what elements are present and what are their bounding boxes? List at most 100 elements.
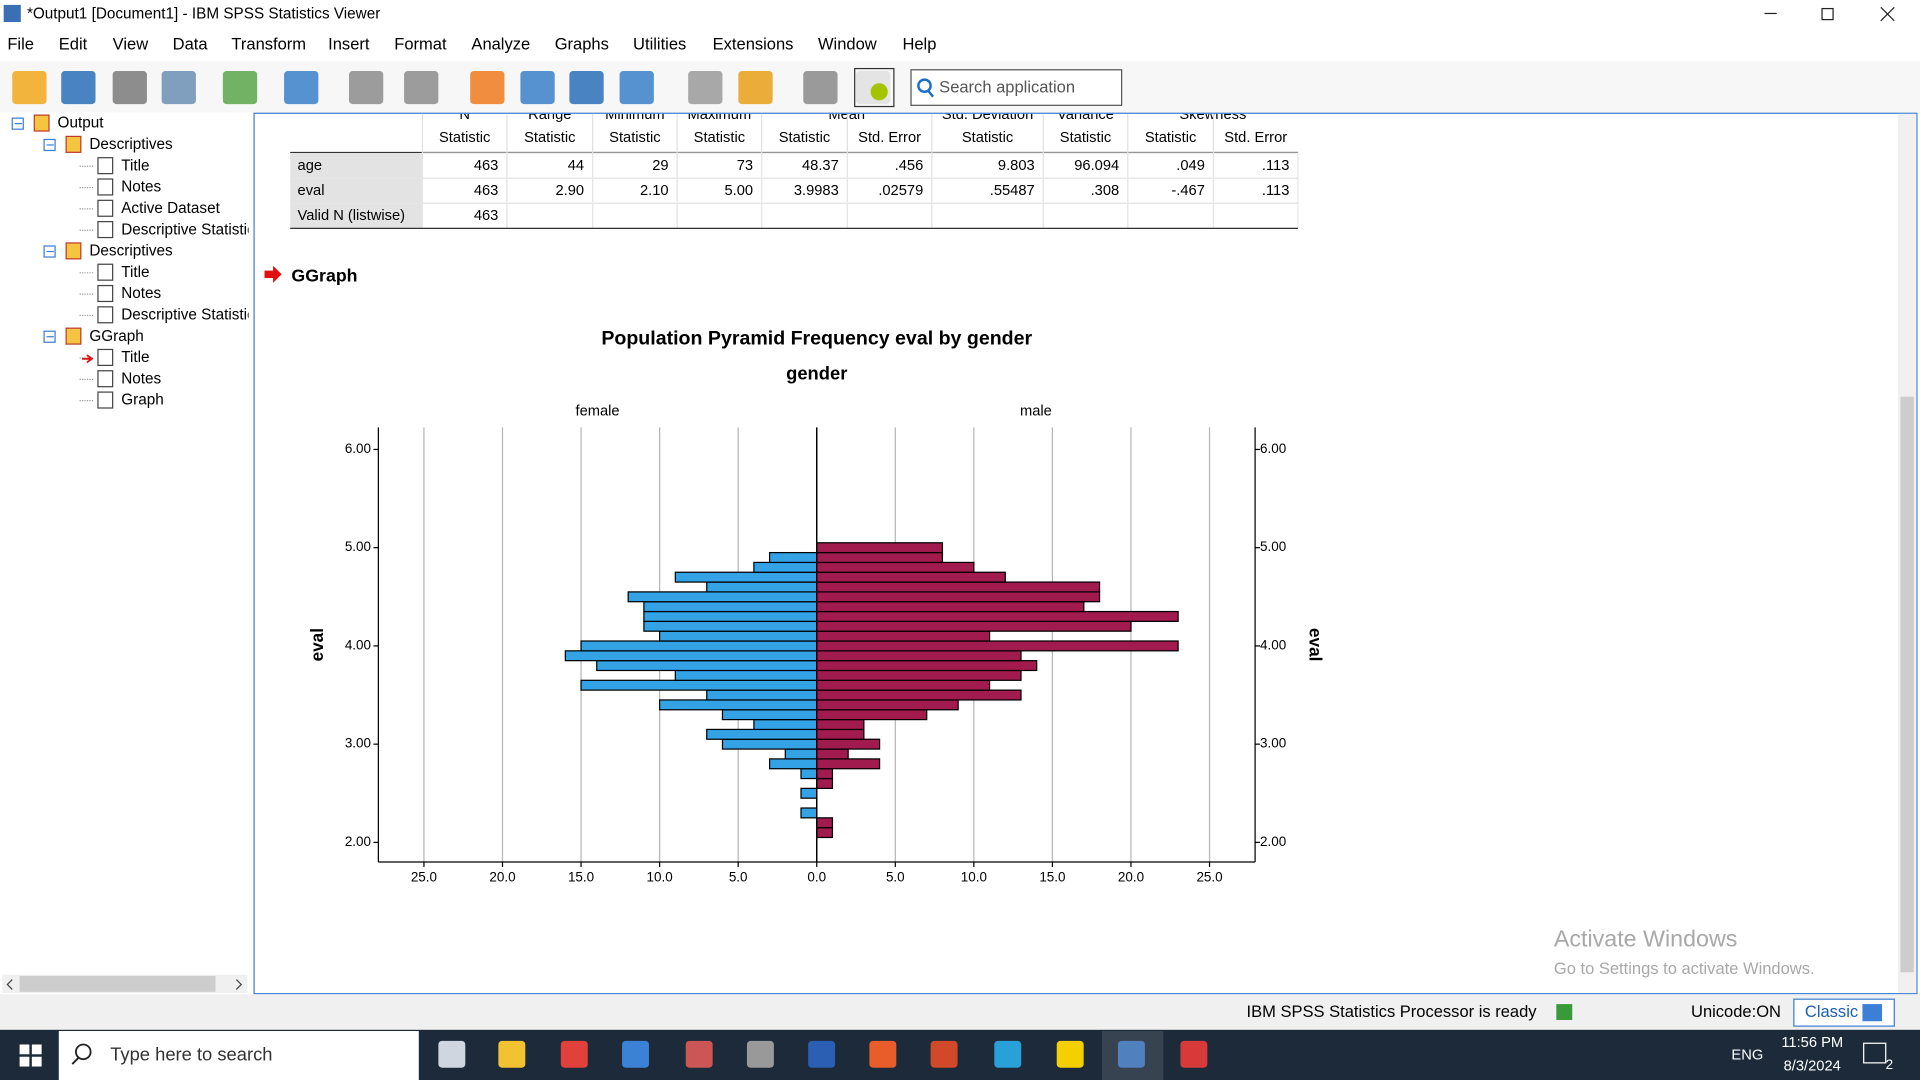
tree-node-label[interactable]: Notes — [121, 179, 161, 196]
toolbar-button[interactable] — [112, 71, 147, 105]
menu-item[interactable]: Edit — [59, 35, 88, 54]
chart-subtitle: gender — [786, 363, 847, 384]
tree-node-label[interactable]: Descriptive Statistics — [121, 221, 262, 238]
toolbar-button[interactable] — [569, 71, 604, 105]
tree-node-label[interactable]: Title — [121, 264, 149, 281]
taskbar-app[interactable] — [560, 1040, 588, 1068]
taskbar-app[interactable] — [746, 1040, 774, 1068]
taskbar-app[interactable] — [869, 1040, 897, 1068]
taskbar-app[interactable] — [622, 1040, 649, 1068]
y-tick-label: 3.00 — [1260, 736, 1286, 751]
close-button[interactable] — [1880, 6, 1895, 22]
bar — [816, 728, 865, 740]
panel-label: female — [576, 403, 620, 419]
menu-item[interactable]: View — [113, 35, 149, 54]
menu-item[interactable]: Insert — [328, 35, 370, 54]
bar — [816, 699, 959, 711]
start-button[interactable] — [19, 1044, 42, 1067]
search-box[interactable] — [910, 69, 1123, 106]
toolbar-button[interactable] — [803, 71, 838, 105]
taskbar-app[interactable] — [930, 1040, 958, 1068]
table-cell-value: .55487 — [990, 183, 1035, 199]
scroll-left-arrow — [6, 979, 13, 990]
restore-button[interactable] — [1821, 7, 1834, 21]
menu-bar — [0, 29, 1920, 62]
scroll-right-arrow — [235, 979, 243, 990]
tray-language: ENG — [1731, 1047, 1763, 1063]
bar — [706, 689, 818, 701]
tray-date: 8/3/2024 — [1784, 1058, 1841, 1074]
menu-item[interactable]: Help — [902, 35, 936, 54]
notification-icon[interactable] — [1863, 1042, 1887, 1064]
tree-node-label[interactable]: GGraph — [89, 328, 143, 345]
toolbar-button[interactable] — [619, 71, 654, 105]
taskbar-app[interactable] — [1056, 1040, 1084, 1068]
bar — [816, 748, 849, 760]
taskbar-app[interactable] — [994, 1040, 1022, 1068]
table-group-header: Maximum — [688, 107, 752, 123]
taskbar-search[interactable] — [58, 1031, 419, 1080]
taskbar-app[interactable] — [1117, 1040, 1145, 1068]
bar — [753, 561, 818, 573]
taskbar-app[interactable] — [498, 1040, 526, 1068]
toolbar-button[interactable] — [61, 71, 96, 105]
tree-node-label[interactable]: Graph — [121, 392, 164, 409]
taskbar-app[interactable] — [685, 1040, 713, 1068]
toolbar-button[interactable] — [161, 71, 196, 105]
toolbar-button[interactable] — [738, 71, 773, 105]
tree-page-icon — [97, 263, 114, 281]
tree-book-icon — [33, 114, 50, 132]
toolbar-button[interactable] — [520, 71, 555, 105]
menu-item[interactable]: File — [7, 35, 34, 54]
toolbar-button[interactable] — [284, 71, 319, 105]
taskbar-app[interactable] — [438, 1040, 466, 1068]
tree-node-label[interactable]: Descriptives — [89, 136, 173, 153]
toolbar-button[interactable] — [404, 71, 439, 105]
tree-node-label[interactable]: Active Dataset — [121, 200, 220, 217]
bar — [816, 718, 865, 731]
table-group-header: Range — [528, 107, 571, 123]
y-tick-label: 6.00 — [1260, 441, 1286, 456]
bar — [768, 758, 818, 770]
graph-heading: GGraph — [291, 265, 357, 285]
menu-item[interactable]: Data — [173, 35, 209, 54]
bar — [816, 660, 1038, 672]
tree-node-label[interactable]: Title — [121, 349, 149, 366]
menu-item[interactable]: Transform — [231, 35, 306, 54]
outline-scroll-thumb[interactable] — [19, 975, 216, 992]
toolbar-button[interactable] — [12, 71, 47, 105]
bar — [643, 601, 818, 613]
menu-item[interactable]: Graphs — [555, 35, 609, 54]
tree-node-label[interactable]: Descriptive Statistics — [121, 306, 262, 323]
menu-item[interactable]: Analyze — [471, 35, 530, 54]
bar — [816, 669, 1022, 681]
bar — [800, 787, 818, 799]
tree-node-label[interactable]: Notes — [121, 370, 161, 387]
bar — [816, 777, 834, 789]
status-unicode: Unicode:ON — [1691, 1002, 1781, 1021]
toolbar-button[interactable] — [348, 71, 384, 105]
tree-node-label[interactable]: Output — [58, 115, 105, 132]
content: N Range Minimum Maximum Mean Std. Deviation Va… — [264, 107, 1299, 285]
toolbar-button[interactable] — [688, 71, 723, 105]
bar — [768, 551, 818, 564]
tree-node-label[interactable]: Title — [121, 157, 149, 174]
taskbar-app[interactable] — [808, 1040, 836, 1068]
taskbar-app[interactable] — [1180, 1040, 1208, 1068]
menu-item[interactable]: Format — [394, 35, 447, 54]
notification-count: 2 — [1886, 1057, 1893, 1072]
menu-item[interactable]: Extensions — [713, 35, 794, 54]
tree-book-icon — [65, 327, 82, 345]
toolbar-button[interactable] — [470, 71, 505, 105]
menu-item[interactable]: Window — [818, 35, 877, 54]
bar — [674, 669, 818, 681]
menu-item[interactable]: Utilities — [633, 35, 686, 54]
table-group-header: Variance — [1057, 107, 1114, 123]
table-cell-value: 96.094 — [1074, 158, 1119, 174]
tree-node-label[interactable]: Notes — [121, 285, 161, 302]
toolbar-button[interactable] — [222, 71, 258, 105]
bar — [643, 610, 818, 622]
content-scroll-thumb[interactable] — [1900, 396, 1914, 973]
y-tick-label: 2.00 — [345, 834, 371, 849]
tree-node-label[interactable]: Descriptives — [89, 243, 173, 260]
